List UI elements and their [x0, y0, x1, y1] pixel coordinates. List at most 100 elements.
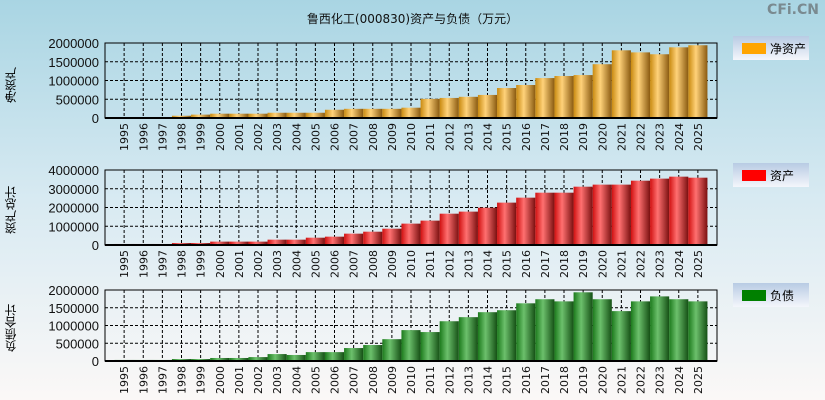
bar-2017 [535, 192, 555, 245]
x-tick-label: 2007 [348, 123, 361, 151]
x-tick-label: 2004 [290, 366, 303, 394]
legend-net-assets: 净资产 [733, 36, 809, 60]
y-tick-label: 0 [92, 354, 99, 369]
x-tick-label: 1997 [156, 366, 169, 394]
x-tick-label: 2014 [482, 366, 495, 394]
x-tick-label: 1995 [118, 250, 131, 278]
x-tick-label: 2020 [596, 366, 609, 394]
x-tick-label: 1999 [195, 366, 208, 394]
bar-2012 [439, 97, 459, 118]
bar-2000 [210, 113, 230, 118]
x-tick-label: 2019 [577, 250, 590, 278]
bar-2014 [477, 207, 498, 245]
x-tick-label: 2018 [558, 123, 571, 151]
x-tick-label: 2007 [348, 366, 361, 394]
legend-swatch [742, 42, 766, 54]
bar-2016 [516, 197, 536, 245]
legend-label: 负债 [770, 288, 795, 303]
x-tick-label: 1998 [176, 366, 189, 394]
x-tick-label: 1999 [195, 123, 208, 151]
bar-2025 [688, 177, 708, 245]
bar-2009 [382, 228, 402, 245]
x-tick-label: 2001 [233, 123, 246, 151]
x-tick-label: 2021 [615, 366, 628, 394]
x-tick-label: 2005 [309, 250, 322, 278]
bar-2008 [363, 345, 383, 361]
x-tick-label: 1999 [195, 250, 208, 278]
x-tick-label: 2023 [654, 250, 667, 278]
x-tick-label: 2009 [386, 366, 399, 394]
x-tick-label: 2000 [214, 123, 227, 151]
legend-swatch [742, 289, 766, 301]
x-tick-label: 2012 [443, 123, 456, 151]
x-tick-label: 1998 [176, 123, 189, 151]
bar-2013 [458, 317, 478, 361]
y-tick-label: 2000000 [48, 201, 99, 216]
bar-2004 [286, 112, 306, 118]
x-tick-label: 2002 [252, 250, 265, 278]
bar-2005 [305, 237, 325, 245]
x-tick-label: 2024 [673, 123, 686, 151]
bar-2018 [554, 192, 574, 245]
bar-2009 [382, 108, 402, 118]
x-tick-label: 2013 [462, 250, 475, 278]
watermark-logo: CFi.CN [767, 2, 819, 18]
x-tick-label: 2002 [252, 366, 265, 394]
x-tick-label: 2019 [577, 366, 590, 394]
x-tick-label: 2013 [462, 366, 475, 394]
x-tick-label: 2010 [405, 366, 418, 394]
x-tick-label: 2018 [558, 366, 571, 394]
bar-2003 [267, 112, 287, 118]
bar-2021 [611, 311, 631, 361]
y-tick-label: 3000000 [48, 182, 99, 197]
bar-2011 [420, 98, 440, 118]
bar-2010 [401, 223, 421, 245]
bar-2003 [267, 239, 287, 245]
x-tick-label: 2023 [654, 123, 667, 151]
x-tick-label: 2006 [329, 366, 342, 394]
x-tick-label: 1995 [118, 123, 131, 151]
bar-1998 [171, 115, 192, 118]
x-tick-label: 2013 [462, 123, 475, 151]
bar-2022 [630, 180, 651, 245]
legend-swatch [742, 169, 766, 181]
bar-2008 [363, 231, 383, 245]
x-tick-label: 1996 [137, 366, 150, 394]
x-tick-label: 2018 [558, 250, 571, 278]
x-tick-label: 2015 [501, 123, 514, 151]
x-tick-label: 2001 [233, 366, 246, 394]
x-tick-label: 2022 [635, 366, 648, 394]
bar-2024 [669, 47, 689, 118]
bar-2007 [344, 108, 364, 118]
y-tick-label: 4000000 [48, 163, 99, 178]
bar-2007 [344, 233, 364, 245]
bar-2020 [592, 299, 612, 361]
bar-2015 [497, 88, 517, 118]
bar-2014 [477, 94, 498, 118]
bar-2022 [630, 301, 651, 361]
x-tick-label: 2021 [615, 250, 628, 278]
x-tick-label: 2017 [539, 123, 552, 151]
bar-1999 [191, 114, 211, 118]
bar-2019 [573, 75, 593, 118]
y-tick-label: 2000000 [48, 36, 99, 51]
bar-2016 [516, 85, 536, 118]
bar-2011 [420, 220, 440, 245]
bar-2022 [630, 52, 651, 118]
bar-2003 [267, 354, 287, 361]
x-tick-label: 2010 [405, 250, 418, 278]
legend-liabilities: 负债 [733, 283, 809, 307]
x-tick-label: 2021 [615, 123, 628, 151]
bar-2013 [458, 211, 478, 245]
x-tick-label: 2008 [367, 123, 380, 151]
x-tick-label: 1995 [118, 366, 131, 394]
x-tick-label: 2023 [654, 366, 667, 394]
x-tick-label: 2016 [520, 366, 533, 394]
bar-2001 [229, 357, 249, 361]
bar-2014 [477, 312, 498, 361]
bar-2000 [210, 241, 230, 245]
bar-2020 [592, 64, 612, 118]
x-tick-label: 2001 [233, 250, 246, 278]
bar-2024 [669, 176, 689, 245]
